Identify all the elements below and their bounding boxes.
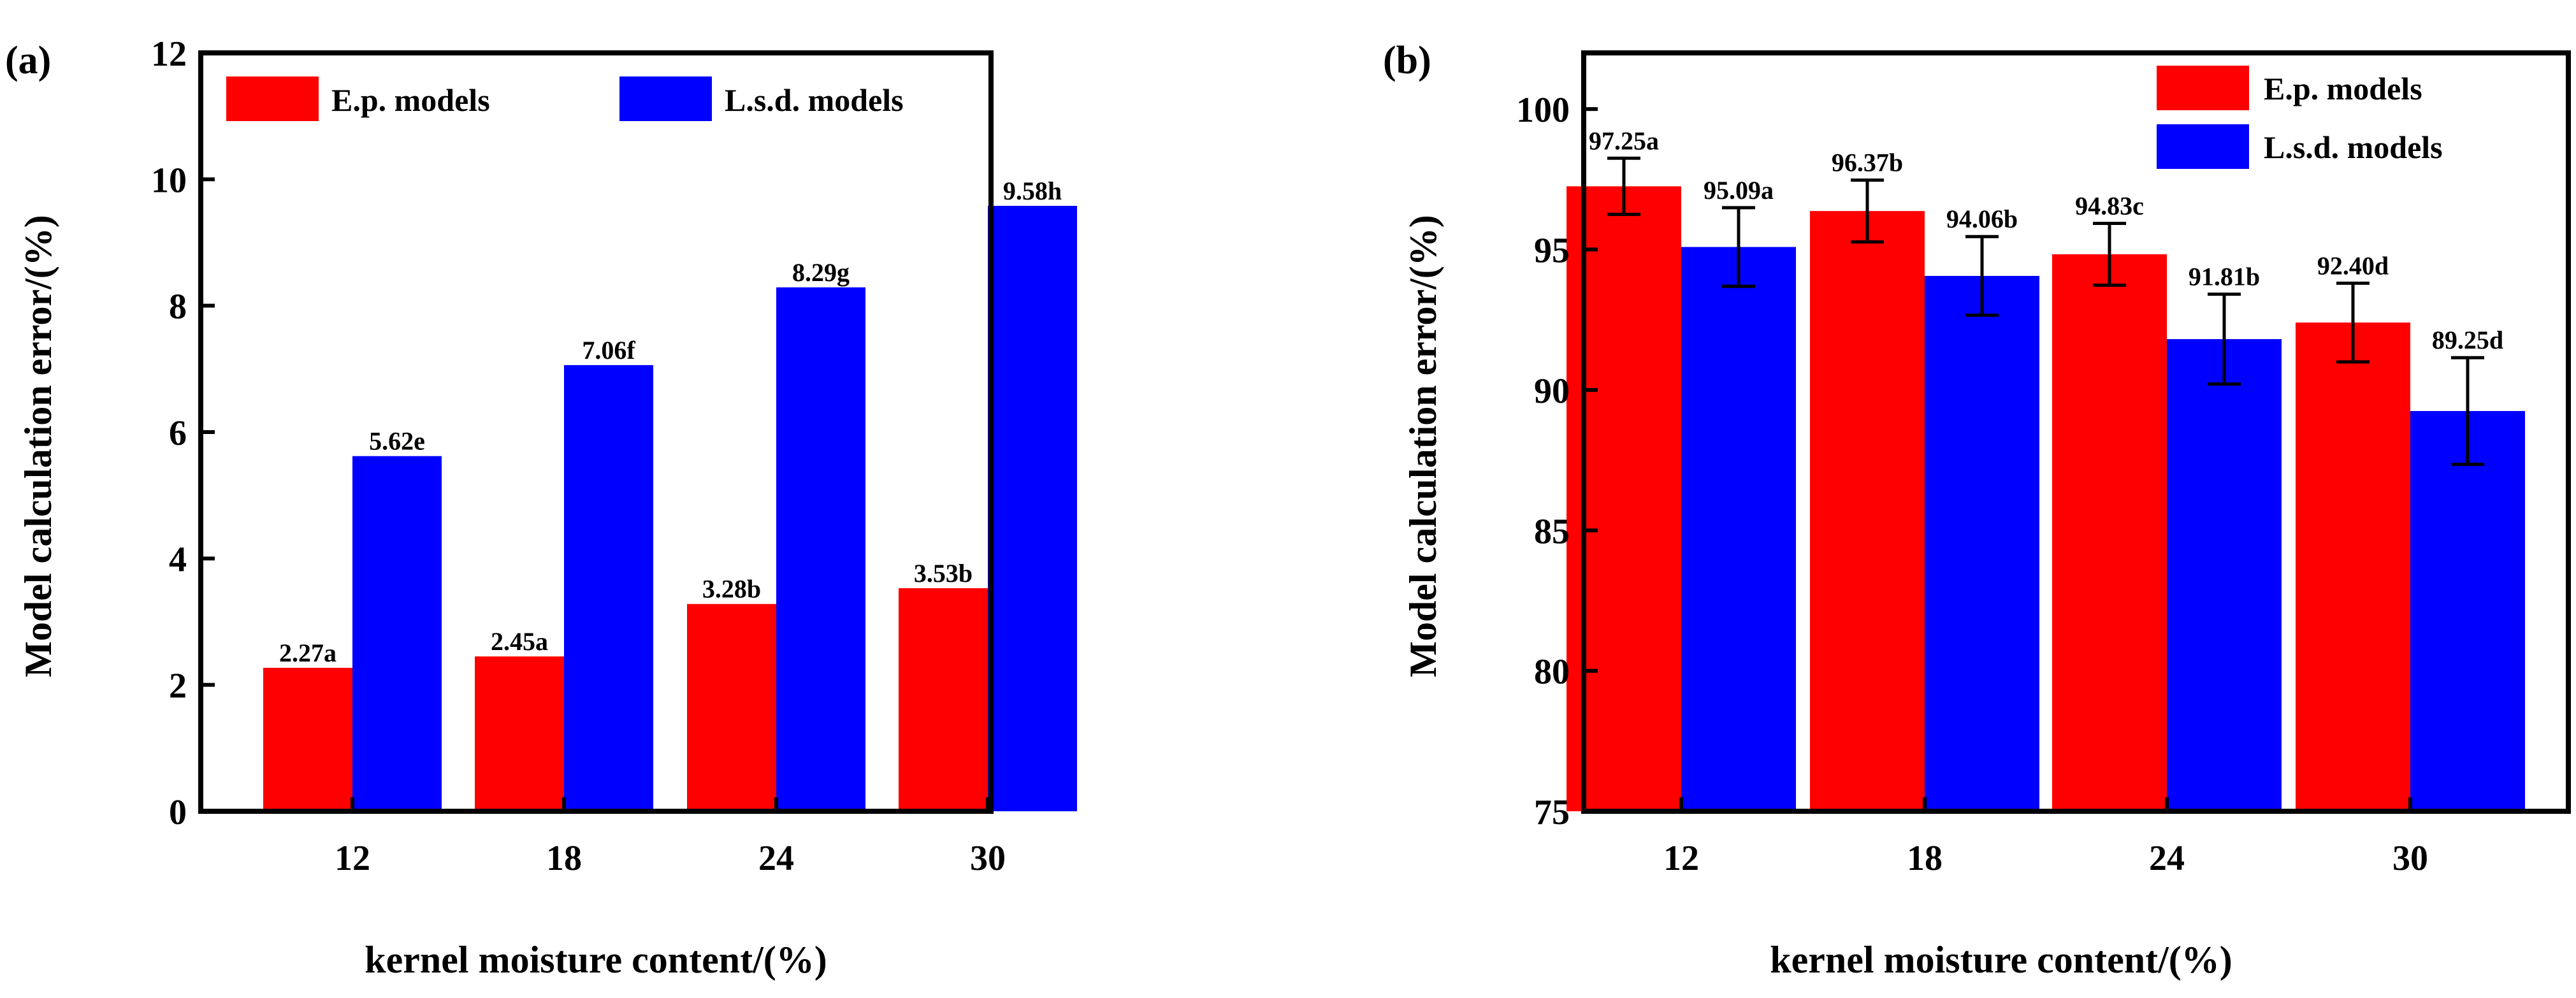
value-label: 2.45a (491, 627, 548, 656)
value-label: 89.25d (2432, 326, 2503, 354)
x-tick-label: 30 (970, 839, 1006, 878)
y-tick-label: 90 (1534, 372, 1570, 411)
y-tick-label: 75 (1534, 793, 1570, 832)
bar-ep (1810, 211, 1925, 811)
bar-lsd (564, 365, 653, 811)
value-label: 97.25a (1589, 126, 1659, 155)
y-tick-label: 4 (169, 540, 187, 579)
bar-ep (475, 656, 564, 811)
y-tick-label: 0 (169, 793, 187, 832)
x-tick-label: 30 (2392, 839, 2428, 878)
y-tick-label: 12 (151, 34, 187, 74)
x-tick-label: 18 (546, 839, 582, 878)
value-label: 94.83c (2075, 192, 2144, 221)
value-label: 95.09a (1704, 176, 1774, 205)
value-label: 3.53b (914, 559, 973, 588)
bar-lsd (1681, 247, 1796, 811)
chart-panel-a: (a) Model calculation error/(%) kernel m… (5, 34, 1077, 981)
legend-swatch-lsd-b (2157, 124, 2249, 169)
legend-label-lsd-a: L.s.d. models (725, 82, 904, 118)
x-tick-label: 18 (1907, 839, 1943, 878)
legend-swatch-ep-a (226, 76, 319, 121)
value-label: 7.06f (582, 336, 635, 365)
x-tick-label: 12 (335, 839, 370, 878)
y-tick-label: 8 (169, 287, 187, 327)
y-tick-label: 2 (169, 667, 187, 706)
bar-lsd (776, 287, 865, 811)
plot-frame-b (1581, 50, 2571, 814)
y-tick-label: 95 (1534, 231, 1570, 271)
bar-ep (2052, 254, 2167, 811)
value-label: 9.58h (1003, 177, 1062, 205)
bar-ep (687, 604, 776, 811)
panel-label-a: (a) (5, 39, 51, 82)
y-tick-label: 80 (1534, 653, 1570, 692)
chart-panel-b: (b) Model calculation error/(%) kernel m… (1383, 39, 2571, 981)
legend-swatch-lsd-a (619, 76, 712, 121)
bar-lsd (988, 205, 1077, 811)
bar-lsd (2410, 410, 2525, 811)
bar-ep (263, 667, 352, 811)
bar-lsd (2167, 339, 2282, 811)
plot-frame-a (198, 50, 994, 814)
bar-ep (2296, 322, 2410, 812)
legend-swatch-ep-b (2157, 66, 2249, 110)
value-label: 96.37b (1832, 148, 1903, 177)
bar-ep (899, 588, 988, 811)
x-tick-label: 24 (2149, 839, 2185, 878)
y-tick-label: 85 (1534, 512, 1570, 551)
value-label: 2.27a (279, 639, 336, 667)
x-tick-label: 24 (758, 839, 794, 878)
legend-label-ep-a: E.p. models (331, 82, 490, 118)
value-label: 8.29g (792, 258, 850, 287)
bar-lsd (1925, 275, 2039, 812)
y-axis-label-b: Model calculation error/(%) (1402, 215, 1444, 677)
bar-lsd (352, 456, 442, 811)
value-label: 94.06b (1946, 205, 2018, 233)
legend-label-ep-b: E.p. models (2264, 71, 2422, 106)
value-label: 91.81b (2189, 263, 2260, 291)
value-label: 5.62e (369, 427, 425, 456)
x-axis-label-a: kernel moisture content/(%) (365, 939, 827, 981)
legend-label-lsd-b: L.s.d. models (2264, 129, 2443, 165)
y-tick-label: 6 (169, 414, 187, 453)
x-axis-label-b: kernel moisture content/(%) (1770, 939, 2232, 981)
y-tick-label: 100 (1516, 90, 1570, 130)
x-tick-label: 12 (1663, 839, 1699, 878)
value-label: 92.40d (2317, 251, 2389, 280)
value-label: 3.28b (702, 575, 761, 604)
y-axis-label-a: Model calculation error/(%) (17, 215, 59, 677)
panel-label-b: (b) (1383, 39, 1431, 82)
y-tick-label: 10 (151, 161, 187, 200)
